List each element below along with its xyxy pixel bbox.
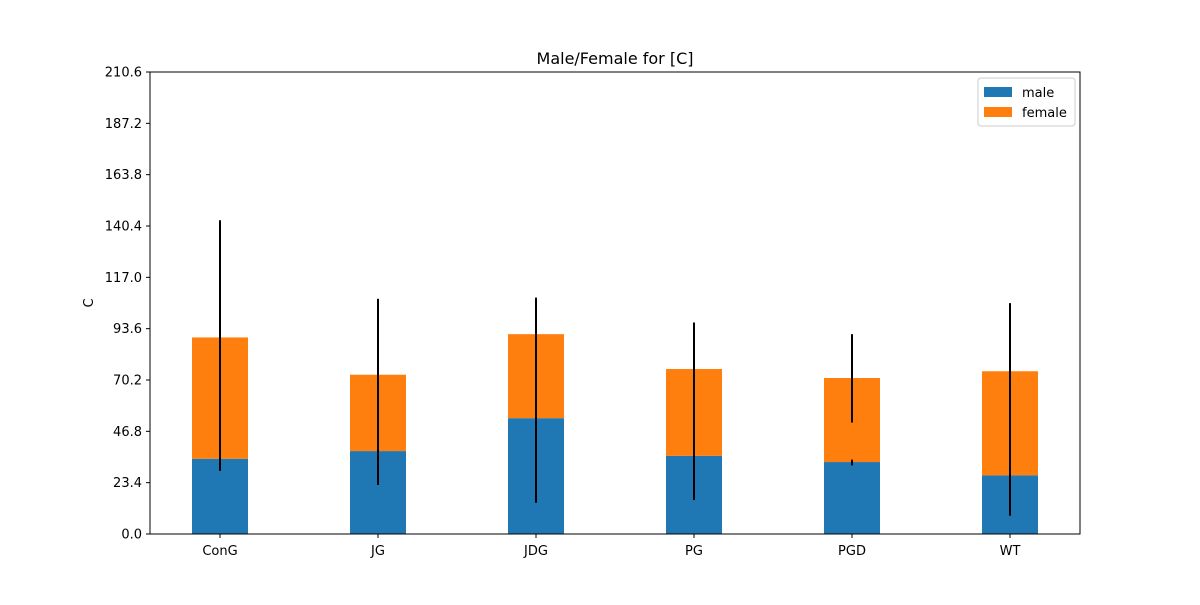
- y-tick-label: 187.2: [105, 117, 142, 132]
- plot-frame: [149, 71, 1081, 535]
- legend-label-male: male: [1022, 86, 1054, 101]
- x-axis: ConG JG JDG PG PGD WT: [202, 534, 1020, 559]
- x-tick-label: PG: [685, 544, 703, 559]
- x-tick-label: ConG: [202, 544, 237, 559]
- x-tick-label: JG: [370, 544, 385, 559]
- y-axis: 0.0 23.4 46.8 70.2 93.6 117.0 140.4 163.8 187.2 2…: [105, 66, 150, 543]
- y-tick-label: 140.4: [105, 220, 142, 235]
- bar-male-cong: [192, 458, 248, 534]
- errorbars-layer: [219, 220, 1011, 516]
- y-tick-label: 210.6: [105, 66, 142, 81]
- y-axis-label: C: [82, 298, 97, 307]
- legend-label-female: female: [1022, 106, 1067, 121]
- x-tick-label: WT: [1000, 544, 1021, 559]
- y-tick-label: 93.6: [113, 322, 142, 337]
- legend: male female: [977, 77, 1076, 127]
- legend-swatch-male: [984, 87, 1012, 97]
- y-tick-label: 0.0: [121, 528, 142, 543]
- y-tick-label: 23.4: [113, 476, 142, 491]
- bar-male-pgd: [824, 462, 880, 534]
- y-tick-label: 163.8: [105, 168, 142, 183]
- y-tick-label: 117.0: [105, 271, 142, 286]
- y-tick-label: 46.8: [113, 425, 142, 440]
- legend-swatch-female: [984, 107, 1012, 117]
- bars-layer: [192, 334, 1038, 534]
- y-tick-label: 70.2: [113, 374, 142, 389]
- x-tick-label: JDG: [523, 544, 548, 559]
- chart-title: Male/Female for [C]: [537, 49, 694, 68]
- x-tick-label: PGD: [838, 544, 866, 559]
